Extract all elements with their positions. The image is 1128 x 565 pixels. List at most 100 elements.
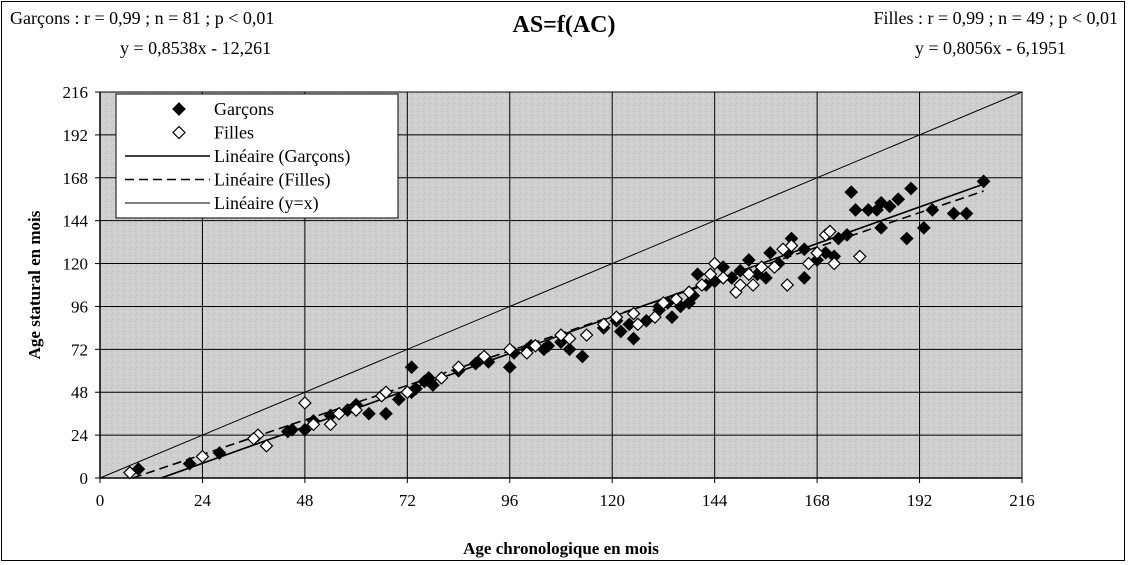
girls-stats: Filles : r = 0,99 ; n = 49 ; p < 0,01 <box>873 8 1118 28</box>
boys-point <box>362 406 376 421</box>
legend-label: Linéaire (Filles) <box>214 170 330 191</box>
girls-point <box>741 267 756 282</box>
boys-point <box>840 228 854 242</box>
girls-point <box>703 267 718 282</box>
x-tick-label: 144 <box>702 491 728 510</box>
boys-point <box>212 446 227 460</box>
chart-title: AS=f(AC) <box>512 12 616 38</box>
y-axis-label: Age statural en mois <box>25 210 44 359</box>
girls-point <box>669 292 684 307</box>
boys-point <box>690 267 705 282</box>
legend-label: Linéaire (Garçons) <box>214 146 350 167</box>
boys-point <box>848 203 863 217</box>
legend-label: Linéaire (y=x) <box>214 193 319 214</box>
girls-point <box>695 278 709 292</box>
girls-point <box>400 385 415 400</box>
boys-point <box>404 360 419 375</box>
girls-point <box>767 260 782 274</box>
girls-point <box>716 271 731 285</box>
boys-point <box>916 220 931 235</box>
girls-point <box>630 317 645 332</box>
girls-point <box>784 238 799 253</box>
girls-point <box>323 417 338 432</box>
boys-point <box>759 271 773 285</box>
x-tick-label: 168 <box>804 491 830 510</box>
girls-point <box>852 249 867 264</box>
girls-point <box>780 278 795 292</box>
boys-point <box>613 324 628 339</box>
girls-point <box>648 310 662 325</box>
girls-point <box>379 385 393 400</box>
girls-point <box>827 256 842 271</box>
y-tick-label: 48 <box>71 383 88 402</box>
boys-point <box>882 199 897 214</box>
legend-open-diamond-icon <box>172 125 186 140</box>
trend-line <box>99 91 1023 479</box>
boys-point <box>426 378 440 392</box>
boys-point <box>562 342 577 357</box>
boys-point <box>904 181 918 196</box>
x-tick-label: 72 <box>399 491 416 510</box>
girls-point <box>733 278 748 292</box>
girls-point <box>520 346 534 360</box>
girls-point <box>810 245 824 260</box>
x-tick-label: 96 <box>501 491 518 510</box>
boys-point <box>575 349 590 364</box>
y-tick-label: 0 <box>80 469 89 488</box>
boys-point <box>763 245 778 260</box>
girls-point <box>298 396 312 410</box>
x-axis-label: Age chronologique en mois <box>463 539 659 558</box>
girls-point <box>626 306 641 321</box>
y-tick-label: 216 <box>63 83 89 102</box>
girls-point <box>656 296 671 310</box>
girls-point <box>528 338 543 353</box>
boys-point <box>665 310 679 325</box>
boys-point <box>874 220 888 235</box>
boys-point <box>182 456 197 471</box>
boys-point <box>285 422 299 437</box>
x-tick-label: 24 <box>194 491 212 510</box>
boys-point <box>741 253 756 267</box>
girls-point <box>332 406 346 421</box>
girls-point <box>707 256 722 271</box>
legend-label: Filles <box>214 123 254 143</box>
girls-point <box>349 403 363 417</box>
boys-point <box>379 406 393 421</box>
x-tick-label: 216 <box>1009 491 1035 510</box>
girls-point <box>801 256 816 271</box>
girls-point <box>246 431 261 446</box>
boys-point <box>844 185 859 199</box>
x-tick-label: 192 <box>907 491 933 510</box>
y-tick-label: 168 <box>63 169 89 188</box>
legend: Garçons Filles Linéaire (Garçons) Linéaire … <box>115 93 399 219</box>
girls-point <box>477 349 492 364</box>
girls-point <box>259 438 274 453</box>
y-tick-label: 144 <box>63 212 89 231</box>
boys-point <box>959 206 974 221</box>
girls-point <box>746 278 760 292</box>
girls-point <box>306 417 321 432</box>
y-tick-label: 192 <box>63 126 89 145</box>
boys-point <box>541 338 556 353</box>
girls-point <box>682 285 696 299</box>
girls-point <box>754 260 769 274</box>
boys-point <box>899 231 914 246</box>
girls-equation: y = 0,8056x - 6,1951 <box>914 38 1066 58</box>
boys-point <box>925 203 940 217</box>
girls-point <box>596 317 611 332</box>
x-tick-label: 48 <box>296 491 313 510</box>
legend-label: Garçons <box>214 99 274 119</box>
boys-point <box>797 271 812 285</box>
legend-filled-diamond-icon <box>172 102 186 116</box>
girls-point <box>502 342 517 357</box>
x-tick-label: 120 <box>599 491 625 510</box>
boys-point <box>298 422 312 437</box>
girls-point <box>823 224 837 239</box>
boys-stats: Garçons : r = 0,99 ; n = 81 ; p < 0,01 <box>10 8 275 28</box>
boys-point <box>891 192 906 207</box>
boys-point <box>391 392 406 407</box>
y-tick-label: 120 <box>63 255 89 274</box>
boys-point <box>946 206 961 221</box>
